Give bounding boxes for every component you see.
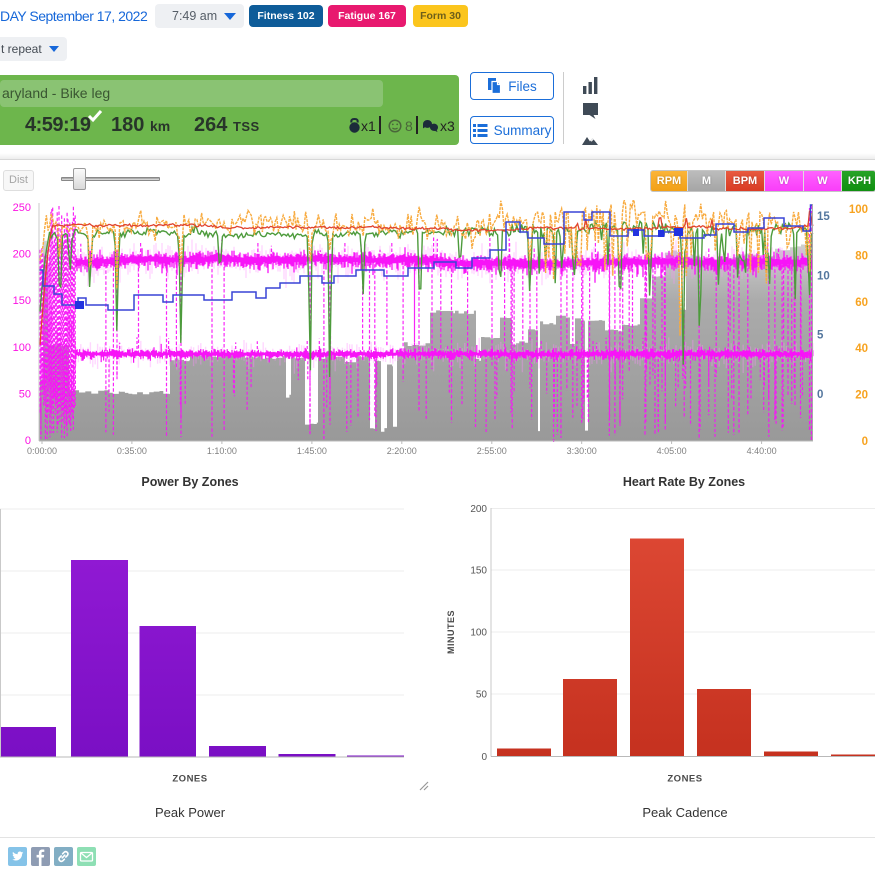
svg-text:0: 0 — [817, 389, 823, 401]
svg-text:100: 100 — [849, 204, 868, 216]
svg-text:20: 20 — [855, 390, 868, 402]
svg-text:80: 80 — [855, 250, 868, 262]
svg-text:4:40:00: 4:40:00 — [747, 446, 777, 456]
svg-text:1:45:00: 1:45:00 — [297, 446, 327, 456]
svg-text:0: 0 — [862, 436, 868, 448]
svg-text:10: 10 — [817, 270, 830, 282]
svg-text:50: 50 — [19, 388, 31, 400]
svg-text:0: 0 — [481, 752, 487, 763]
svg-text:60: 60 — [855, 297, 868, 309]
svg-text:ZONES: ZONES — [667, 774, 702, 785]
svg-text:200: 200 — [470, 504, 487, 515]
svg-text:Peak Cadence: Peak Cadence — [642, 805, 727, 820]
svg-text:100: 100 — [470, 628, 487, 639]
svg-text:4:05:00: 4:05:00 — [657, 446, 687, 456]
svg-text:2:55:00: 2:55:00 — [477, 446, 507, 456]
svg-text:200: 200 — [13, 249, 31, 261]
svg-text:1:10:00: 1:10:00 — [207, 446, 237, 456]
svg-text:3:30:00: 3:30:00 — [567, 446, 597, 456]
svg-text:40: 40 — [855, 343, 868, 355]
svg-text:150: 150 — [13, 295, 31, 307]
svg-text:0: 0 — [25, 435, 31, 447]
svg-text:0:35:00: 0:35:00 — [117, 446, 147, 456]
svg-text:5: 5 — [817, 330, 824, 342]
svg-text:MINUTES: MINUTES — [446, 610, 456, 654]
svg-text:15: 15 — [817, 211, 830, 223]
svg-text:100: 100 — [13, 342, 31, 354]
svg-text:50: 50 — [476, 690, 488, 701]
svg-text:250: 250 — [13, 202, 31, 214]
svg-text:ZONES: ZONES — [172, 774, 207, 785]
svg-text:150: 150 — [470, 566, 487, 577]
svg-text:2:20:00: 2:20:00 — [387, 446, 417, 456]
svg-text:Peak Power: Peak Power — [155, 805, 226, 820]
svg-text:0:00:00: 0:00:00 — [27, 446, 57, 456]
